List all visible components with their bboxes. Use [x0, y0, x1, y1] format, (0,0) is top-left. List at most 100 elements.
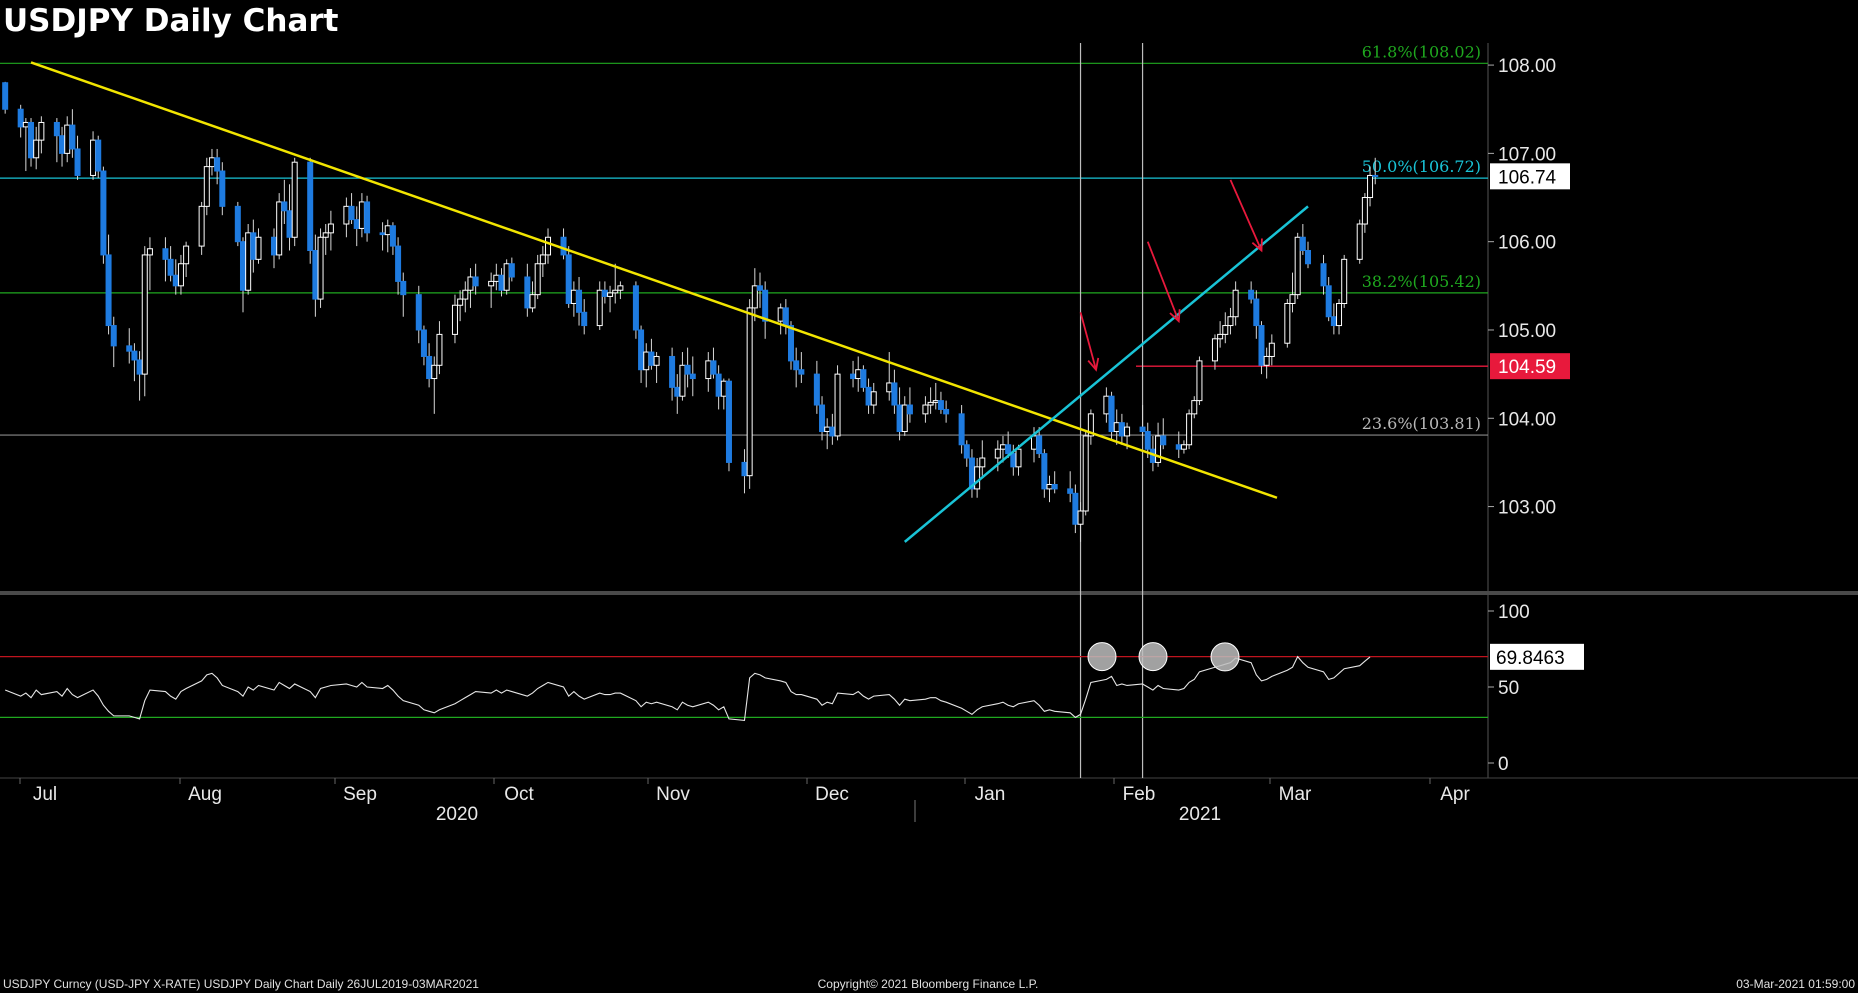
candle-body — [343, 205, 350, 225]
candle-body — [271, 236, 278, 256]
candle-body — [979, 457, 986, 468]
candle-body — [725, 380, 732, 463]
candle-body — [364, 201, 371, 234]
candle-body — [493, 274, 500, 282]
candle-body — [741, 461, 748, 477]
candle-body — [782, 307, 789, 327]
candle-body — [906, 404, 913, 415]
candle-body — [534, 263, 541, 296]
candle-body — [1124, 426, 1131, 437]
last-price-tag — [1490, 163, 1570, 190]
candle-body — [1356, 223, 1363, 260]
candle-body — [1082, 435, 1089, 512]
candle-body — [214, 157, 221, 172]
candle-body — [291, 161, 298, 238]
candle-body — [219, 170, 226, 207]
candle-body — [1294, 236, 1301, 296]
candle-body — [1336, 302, 1343, 327]
candle-body — [922, 404, 929, 415]
arrow-head — [1087, 357, 1100, 372]
candle-body — [963, 444, 970, 459]
candle-body — [865, 386, 872, 406]
candle-body — [307, 161, 314, 252]
candle-body — [472, 276, 479, 287]
candle-body — [824, 426, 831, 433]
candle-body — [498, 274, 505, 291]
candle-body — [276, 201, 283, 256]
candle-body — [208, 157, 215, 168]
footer-source: USDJPY Curncy (USD-JPY X-RATE) USDJPY Da… — [3, 977, 479, 991]
last-price-label: 106.74 — [1498, 167, 1557, 188]
candle-body — [937, 400, 944, 410]
chart-title: USDJPY Daily Chart — [3, 3, 339, 39]
candle-body — [994, 448, 1001, 459]
price-tick-label: 105.00 — [1498, 321, 1556, 342]
candle-body — [1367, 174, 1374, 199]
price-tick-label: 106.00 — [1498, 233, 1556, 254]
footer-copyright: Copyright© 2021 Bloomberg Finance L.P. — [818, 977, 1039, 991]
rsi-tick-label: 100 — [1498, 602, 1530, 623]
candle-body — [850, 373, 857, 380]
candle-body — [1196, 360, 1203, 402]
downtrend-trendline — [30, 61, 1278, 499]
candle-body — [1144, 431, 1151, 450]
candle-body — [648, 351, 655, 366]
arrow-shaft — [1079, 312, 1097, 370]
candle-body — [529, 294, 536, 309]
candle-body — [59, 135, 66, 154]
candle-body — [777, 307, 784, 322]
candle-body — [798, 369, 805, 375]
candle-body — [788, 325, 795, 362]
candle-body — [317, 236, 324, 300]
candle-body — [1361, 197, 1368, 225]
candle-body — [146, 248, 153, 256]
month-label: Nov — [656, 784, 690, 805]
candle-body — [1031, 435, 1037, 450]
month-label: Sep — [343, 784, 377, 805]
candle-body — [1211, 338, 1218, 362]
candle-body — [1108, 395, 1115, 433]
candle-body — [653, 355, 660, 366]
rsi-value-label: 69.8463 — [1496, 648, 1565, 669]
candle-body — [239, 241, 246, 291]
candle-body — [1372, 174, 1379, 177]
candle-body — [1015, 448, 1022, 468]
candle-body — [1103, 395, 1110, 415]
candle-body — [1289, 294, 1296, 304]
candle-body — [183, 245, 190, 265]
candle-body — [488, 280, 495, 287]
candle-body — [203, 166, 210, 207]
candle-body — [379, 232, 386, 236]
candle-body — [467, 276, 474, 291]
candle-body — [198, 205, 205, 247]
candle-body — [870, 391, 877, 406]
candle-body — [524, 276, 531, 309]
month-label: Oct — [504, 784, 534, 805]
rsi-panel: 100 50 0 69.8463 — [0, 602, 1584, 775]
candle-body — [1227, 316, 1234, 327]
candle-body — [33, 139, 40, 159]
footer-timestamp: 03-Mar-2021 01:59:00 — [1736, 977, 1855, 991]
candle-body — [1320, 263, 1327, 287]
candle-body — [679, 364, 686, 397]
candle-body — [715, 373, 722, 397]
arrow-shaft — [1146, 241, 1180, 322]
candle-body — [1217, 333, 1224, 340]
candle-body — [581, 311, 588, 327]
arrow-shaft — [1229, 179, 1263, 251]
rsi-line — [4, 655, 1371, 722]
candle-body — [1263, 355, 1270, 366]
candle-body — [756, 285, 763, 291]
candle-body — [312, 250, 319, 300]
month-label: Jul — [33, 784, 57, 805]
candle-body — [1180, 444, 1187, 450]
candle-body — [400, 280, 407, 296]
candle-body — [1155, 435, 1162, 463]
candle-body — [1113, 422, 1120, 433]
candle-body — [638, 329, 645, 371]
candle-body — [389, 225, 396, 247]
price-level-tag — [1490, 353, 1570, 380]
candle-body — [1325, 285, 1332, 318]
candle-body — [172, 274, 179, 287]
